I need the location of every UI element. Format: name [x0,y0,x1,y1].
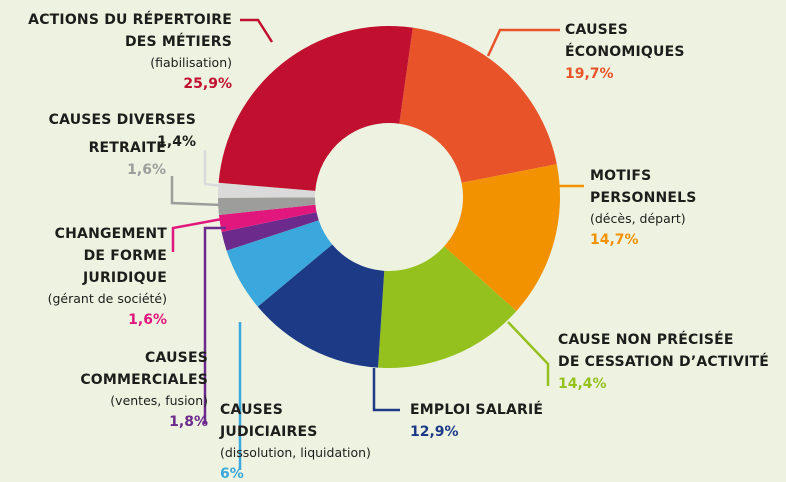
value-label: 1,6% [128,312,167,328]
value-label: 1,8% [169,414,208,430]
category-sublabel: (gérant de société) [47,291,167,306]
category-label: RETRAITE [88,140,166,156]
value-label: 14,7% [590,232,639,248]
category-label: CAUSES COMMERCIALES [80,350,208,388]
category-label: EMPLOI SALARIÉ [410,402,544,418]
value-label: 6% [220,466,244,482]
category-label: MOTIFS PERSONNELS [590,168,697,206]
donut-slice [218,182,316,198]
donut-slice [444,164,560,312]
category-label: CHANGEMENT DE FORME JURIDIQUE [54,226,167,286]
leader-line [203,150,223,188]
slice-label: CAUSES COMMERCIALES (ventes, fusion) 1,8% [80,347,208,433]
donut-slice [399,27,557,183]
leader-line [170,176,223,207]
value-label: 25,9% [183,76,232,92]
value-label: 14,4% [558,376,607,392]
value-label: 1,4% [157,134,196,150]
donut-slice [218,204,317,232]
category-sublabel: (ventes, fusion) [110,393,208,408]
value-label: 12,9% [410,424,459,440]
slice-label: CAUSES JUDICIAIRES (dissolution, liquidat… [220,399,371,482]
category-label: ACTIONS DU RÉPERTOIRE DES MÉTIERS [28,12,232,50]
leader-line [507,321,550,386]
slice-label: CAUSES ÉCONOMIQUES 19,7% [565,19,685,85]
slice-label: MOTIFS PERSONNELS (décès, départ) 14,7% [590,165,697,251]
category-label: CAUSES DIVERSES [48,112,196,128]
slice-label: EMPLOI SALARIÉ 12,9% [410,399,543,443]
leader-line [240,18,274,43]
category-sublabel: (décès, départ) [590,211,686,226]
slice-label: RETRAITE 1,6% [89,137,166,181]
value-label: 1,6% [127,162,166,178]
category-sublabel: (fiabilisation) [150,55,232,70]
donut-slice [218,25,413,191]
donut-slice [378,246,517,368]
category-sublabel: (dissolution, liquidation) [220,445,371,460]
slice-label: CAUSE NON PRÉCISÉE DE CESSATION D’ACTIVI… [558,329,769,395]
donut-slice [257,244,385,368]
leader-line [372,368,400,412]
value-label: 19,7% [565,66,614,82]
category-label: CAUSES ÉCONOMIQUES [565,22,685,60]
slice-label: CHANGEMENT DE FORME JURIDIQUE (gérant de … [48,223,167,331]
category-label: CAUSES JUDICIAIRES [220,402,318,440]
leader-line [171,217,223,252]
slice-label: ACTIONS DU RÉPERTOIRE DES MÉTIERS (fiabil… [28,9,232,95]
category-label: CAUSE NON PRÉCISÉE DE CESSATION D’ACTIVI… [558,332,769,370]
leader-line [203,226,226,424]
leader-line [486,28,560,57]
donut-slice [218,197,316,215]
slice-label: CAUSES DIVERSES 1,4% [49,109,196,153]
donut-slice [226,220,333,307]
donut-slice [221,212,319,251]
